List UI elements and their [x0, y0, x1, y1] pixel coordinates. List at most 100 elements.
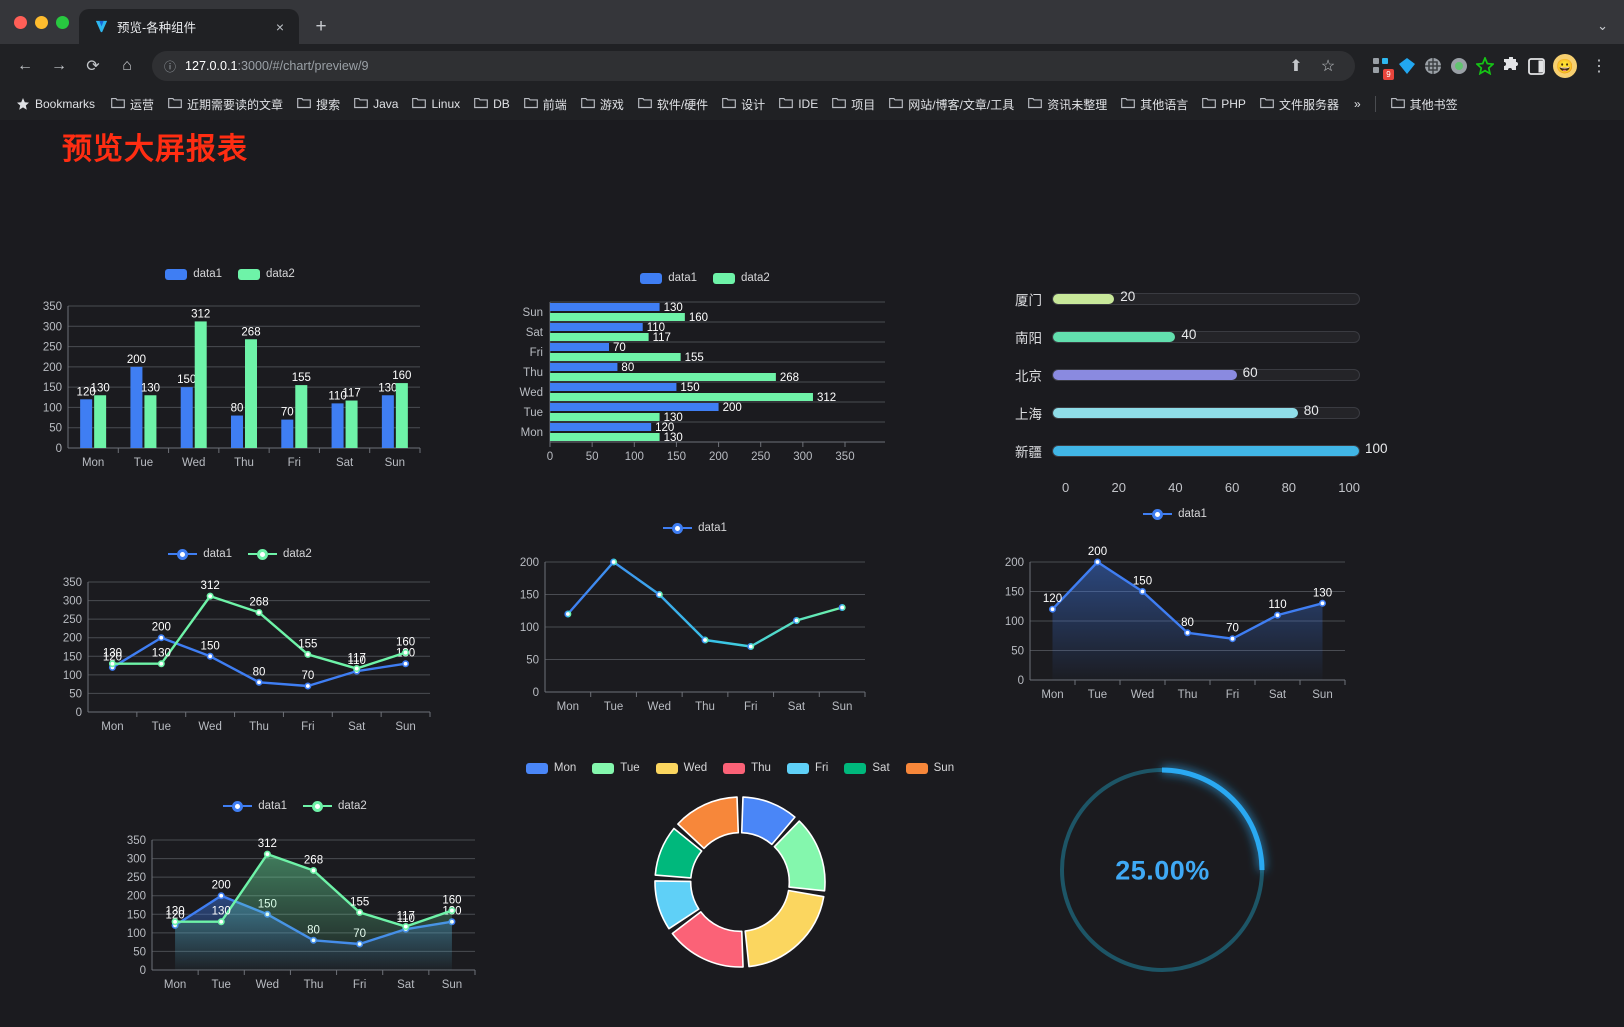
progress-fill	[1053, 294, 1115, 304]
progress-track[interactable]: 60	[1052, 365, 1360, 381]
bookmark-folder[interactable]: 游戏	[575, 93, 630, 116]
legend-item[interactable]: data1	[223, 800, 287, 812]
svg-text:Mon: Mon	[101, 721, 123, 733]
legend-item[interactable]: data1	[663, 522, 727, 534]
svg-text:350: 350	[43, 301, 62, 313]
forward-button[interactable]: →	[51, 57, 67, 74]
progress-axis: 0 20 40 60 80 100	[1000, 480, 1360, 495]
progress-value: 60	[1242, 365, 1258, 380]
svg-text:117: 117	[342, 388, 360, 400]
legend-item[interactable]: Tue	[592, 762, 640, 774]
avatar[interactable]: 😀	[1553, 54, 1577, 78]
bookmark-folder[interactable]: 文件服务器	[1254, 93, 1345, 116]
browser-menu-button[interactable]: ⋮	[1591, 58, 1607, 75]
minimize-window-button[interactable]	[35, 15, 48, 29]
bookmark-folder[interactable]: 设计	[716, 93, 771, 116]
pie-slice[interactable]	[671, 911, 744, 968]
progress-track[interactable]: 80	[1052, 403, 1360, 419]
wheel-extension-icon[interactable]	[1423, 57, 1442, 76]
share-icon[interactable]: ⬆	[1289, 58, 1303, 75]
pie-slice[interactable]	[677, 796, 740, 850]
svg-text:Mon: Mon	[1041, 689, 1063, 701]
reload-button[interactable]: ⟳	[86, 58, 100, 75]
bookmark-folder[interactable]: 软件/硬件	[632, 93, 714, 116]
diamond-extension-icon[interactable]	[1397, 57, 1416, 76]
bookmark-folder[interactable]: PHP	[1196, 94, 1252, 114]
pie-slice[interactable]	[654, 827, 703, 879]
legend-swatch-icon	[723, 762, 746, 774]
bookmark-folder[interactable]: 其他语言	[1115, 93, 1194, 116]
legend-item[interactable]: Fri	[786, 762, 828, 774]
pie-slice[interactable]	[654, 880, 700, 930]
svg-text:150: 150	[177, 374, 196, 386]
bookmark-folder[interactable]: DB	[468, 94, 516, 114]
legend-label: Wed	[683, 762, 708, 774]
bookmark-folder[interactable]: IDE	[773, 94, 824, 114]
bookmarks-manager-item[interactable]: Bookmarks	[10, 94, 101, 114]
grid-extension-icon[interactable]: 9	[1371, 57, 1394, 80]
bookmark-label: DB	[493, 97, 510, 111]
progress-track[interactable]: 100	[1052, 441, 1388, 457]
legend-swatch-icon	[525, 762, 548, 774]
pie-slice[interactable]	[744, 889, 825, 968]
chevron-down-icon[interactable]: ⌄	[1597, 18, 1608, 33]
bookmark-folder[interactable]: 搜索	[291, 93, 346, 116]
pie-slice[interactable]	[740, 796, 796, 846]
bookmark-folder[interactable]: Java	[348, 94, 404, 114]
bookmark-star-icon[interactable]: ☆	[1320, 58, 1336, 75]
svg-text:117: 117	[348, 653, 366, 665]
legend-item[interactable]: data1	[168, 548, 232, 560]
legend-item[interactable]: data2	[238, 268, 295, 280]
bookmark-folder[interactable]: Linux	[406, 94, 466, 114]
legend-item[interactable]: data2	[248, 548, 312, 560]
progress-track[interactable]: 40	[1052, 327, 1360, 343]
svg-text:120: 120	[165, 909, 184, 921]
site-info-icon[interactable]: ⓘ	[164, 59, 177, 74]
bookmark-folder[interactable]: 网站/博客/文章/工具	[883, 93, 1020, 116]
svg-text:200: 200	[1005, 557, 1024, 569]
browser-tab[interactable]: 预览-各种组件 ×	[79, 9, 299, 44]
bookmark-folder[interactable]: 资讯未整理	[1022, 93, 1113, 116]
progress-track[interactable]: 20	[1052, 289, 1360, 305]
legend-item[interactable]: data1	[165, 268, 222, 280]
progress-axis-tick: 0	[1062, 480, 1070, 495]
back-button[interactable]: ←	[17, 57, 33, 74]
pie-slice[interactable]	[773, 820, 826, 892]
svg-text:Sun: Sun	[832, 701, 852, 713]
star-extension-icon[interactable]	[1475, 57, 1494, 76]
close-window-button[interactable]	[14, 15, 27, 29]
sidepanel-icon[interactable]	[1527, 57, 1546, 76]
bookmark-folder[interactable]: 运营	[105, 93, 160, 116]
legend-item[interactable]: data1	[1143, 508, 1207, 520]
folder-icon	[523, 97, 538, 111]
bookmark-label: 前端	[542, 97, 567, 112]
bookmark-folder[interactable]: 项目	[826, 93, 881, 116]
legend-item[interactable]: data1	[640, 272, 697, 284]
svg-text:70: 70	[613, 342, 626, 354]
bookmark-label: 游戏	[599, 97, 624, 112]
bookmark-folder[interactable]: 近期需要读的文章	[162, 93, 289, 116]
address-bar[interactable]: ⓘ 127.0.0.1:3000/#/chart/preview/9 ⬆ ☆	[152, 51, 1355, 81]
svg-text:Fri: Fri	[744, 701, 757, 713]
legend-item[interactable]: data2	[303, 800, 367, 812]
legend-item[interactable]: Sun	[905, 762, 954, 774]
close-tab-button[interactable]: ×	[275, 18, 285, 35]
folder-icon	[722, 97, 737, 111]
progress-axis-tick: 60	[1224, 480, 1240, 495]
bookmarks-overflow-button[interactable]: »	[1353, 97, 1361, 111]
legend-item[interactable]: data2	[713, 272, 770, 284]
puzzle-extensions-icon[interactable]	[1501, 57, 1520, 76]
progress-axis-tick: 20	[1111, 480, 1126, 495]
home-button[interactable]: ⌂	[122, 57, 132, 74]
svg-text:200: 200	[152, 622, 171, 634]
new-tab-button[interactable]: +	[315, 15, 327, 37]
legend-item[interactable]: Sat	[844, 762, 890, 774]
legend-item[interactable]: Mon	[525, 762, 576, 774]
legend-item[interactable]: Thu	[723, 762, 771, 774]
legend-item[interactable]: Wed	[655, 762, 708, 774]
other-bookmarks-item[interactable]: 其他书签	[1385, 93, 1464, 116]
maximize-window-button[interactable]	[56, 15, 69, 29]
legend-label: data2	[741, 272, 770, 284]
bookmark-folder[interactable]: 前端	[518, 93, 573, 116]
circle-extension-icon[interactable]	[1449, 57, 1468, 76]
